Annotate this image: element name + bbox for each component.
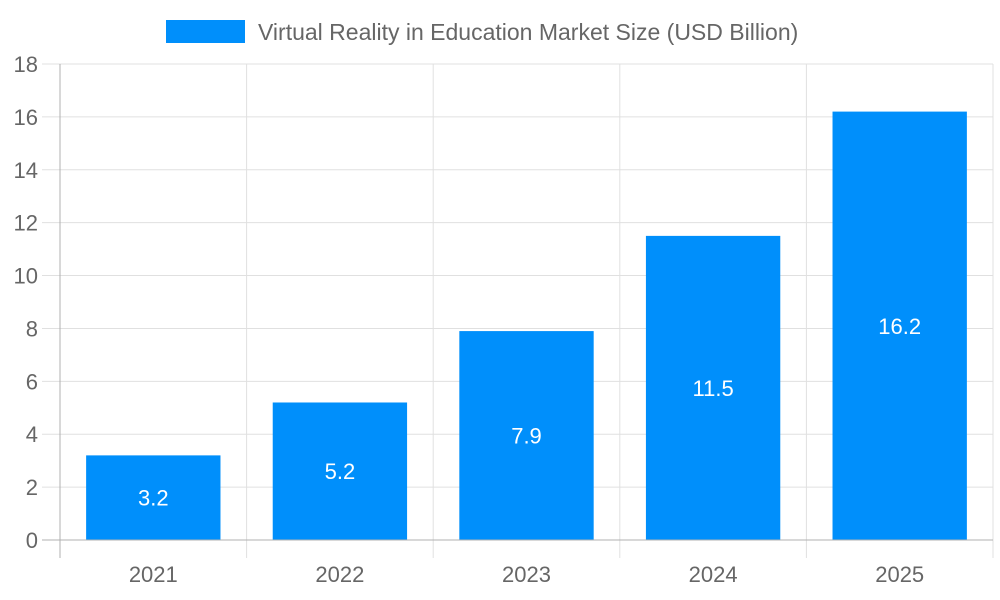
bar: [272, 402, 408, 540]
y-tick-label: 14: [14, 158, 38, 183]
grid: [60, 63, 994, 558]
data-label: 16.2: [878, 314, 921, 339]
y-tick-label: 18: [14, 52, 38, 77]
bar: [832, 111, 967, 540]
y-tick-label: 6: [26, 369, 38, 394]
data-label: 5.2: [325, 459, 356, 484]
y-tick-label: 8: [26, 316, 38, 341]
x-tick-label: 2021: [129, 562, 178, 587]
y-tick-label: 0: [26, 528, 38, 553]
axes: 0 2 4 6 8 10 12 14 16 18 2021 2022 2023 2024 2025: [14, 52, 993, 587]
x-tick-label: 2023: [502, 562, 551, 587]
y-tick-label: 4: [26, 422, 38, 447]
legend[interactable]: Virtual Reality in Education Market Size…: [166, 19, 798, 45]
data-label: 11.5: [693, 376, 734, 401]
data-label: 3.2: [138, 486, 169, 511]
legend-swatch: [166, 20, 245, 43]
bar: [86, 455, 221, 540]
y-tick-label: 16: [14, 105, 38, 130]
bar: [645, 235, 781, 540]
data-label: 7.9: [511, 424, 542, 449]
y-tick-label: 2: [26, 475, 38, 500]
legend-label: Virtual Reality in Education Market Size…: [258, 19, 798, 45]
y-tick-label: 12: [14, 211, 38, 236]
bars: 3.2 5.2 7.9 11.5 16.2: [86, 111, 967, 540]
bar: [459, 331, 594, 540]
x-tick-label: 2022: [315, 562, 364, 587]
x-tick-label: 2025: [875, 562, 924, 587]
x-tick-label: 2024: [689, 562, 738, 587]
y-tick-label: 10: [14, 264, 38, 289]
